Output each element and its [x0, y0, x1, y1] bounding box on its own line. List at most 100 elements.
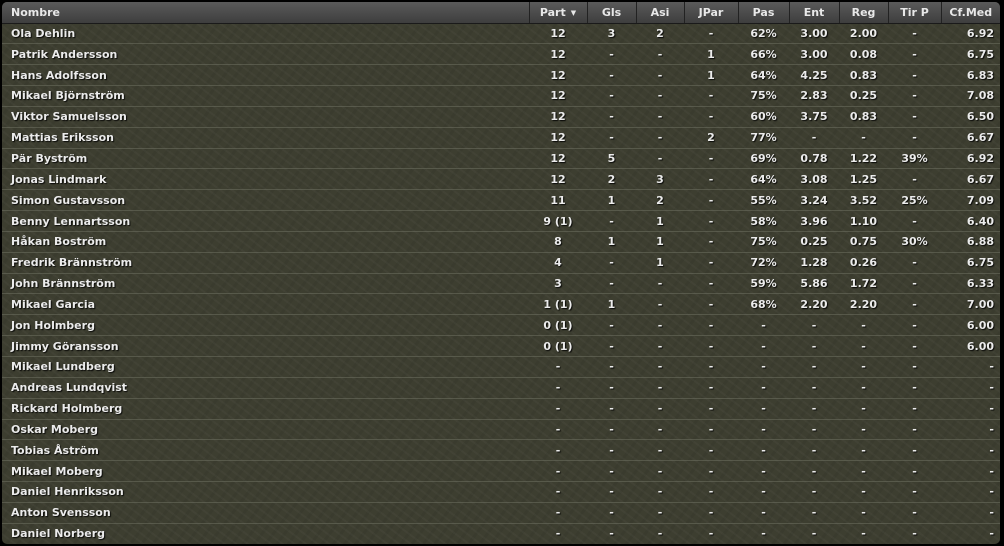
- player-name[interactable]: Daniel Henriksson: [2, 481, 529, 503]
- cell-jpar: -: [684, 85, 738, 107]
- cell-cf: -: [989, 527, 994, 541]
- cell-cf: -: [941, 460, 1000, 483]
- cell-jpar: -: [684, 273, 738, 295]
- table-row[interactable]: Daniel Norberg - - - - - - - - -: [2, 523, 1000, 544]
- table-row[interactable]: Jonas Lindmark 12 2 3-64% 3.08 1.25-6.67: [2, 168, 1000, 191]
- cell-gls: -: [587, 43, 636, 66]
- table-row[interactable]: Hans Adolfsson 12- -1 64% 4.25 0.83-6.83: [2, 64, 1000, 87]
- table-row[interactable]: Håkan Boström 8 1 1-75% 0.25 0.75 30% 6.88: [2, 231, 1000, 253]
- table-row[interactable]: Mikael Björnström 12- - -75% 2.83 0.25-7.08: [2, 85, 1000, 107]
- table-row[interactable]: Jon Holmberg 0 (1) - - - - - - -6.00: [2, 314, 1000, 337]
- column-header-pas[interactable]: Pas: [737, 2, 789, 24]
- player-name[interactable]: Rickard Holmberg: [2, 398, 529, 420]
- cell-asi: -: [636, 314, 684, 337]
- cell-part: -: [529, 439, 587, 462]
- table-row[interactable]: Rickard Holmberg - - - - - - - - -: [2, 398, 1000, 420]
- player-name[interactable]: Oskar Moberg: [2, 419, 529, 441]
- column-header-part[interactable]: Part ▼: [528, 2, 587, 24]
- player-name[interactable]: Jon Holmberg: [2, 314, 529, 337]
- cell-asi: 1: [636, 231, 684, 253]
- table-row[interactable]: Mikael Moberg - - - - - - - - -: [2, 460, 1000, 483]
- cell-pas: 77%: [738, 127, 789, 149]
- cell-cf: -: [941, 419, 1000, 441]
- player-name[interactable]: Patrik Andersson: [2, 43, 529, 66]
- column-header-cf[interactable]: Cf.Med: [940, 2, 1000, 24]
- column-header-jpar[interactable]: JPar: [683, 2, 738, 24]
- table-row[interactable]: Oskar Moberg - - - - - - - - -: [2, 419, 1000, 441]
- cell-part: 12: [529, 43, 587, 66]
- table-row[interactable]: Patrik Andersson 12- -1 66% 3.00 0.08-6.75: [2, 43, 1000, 66]
- player-name[interactable]: Mikael Lundberg: [2, 356, 529, 378]
- player-name[interactable]: Simon Gustavsson: [2, 189, 529, 212]
- table-row[interactable]: John Brännström 3- - -59% 5.86 1.72-6.33: [2, 273, 1000, 295]
- cell-tir: -: [888, 398, 941, 420]
- player-name[interactable]: Viktor Samuelsson: [2, 106, 529, 128]
- table-row[interactable]: Benny Lennartsson 9 (1) -1-58% 3.96 1.10-6.4…: [2, 210, 1000, 232]
- cell-cf: 6.75: [941, 43, 1000, 66]
- table-row[interactable]: Viktor Samuelsson 12- - -60% 3.75 0.83-6.50: [2, 106, 1000, 128]
- column-header-ent[interactable]: Ent: [788, 2, 839, 24]
- table-row[interactable]: Tobias Åström - - - - - - - - -: [2, 439, 1000, 462]
- player-name[interactable]: Mattias Eriksson: [2, 127, 529, 149]
- player-name[interactable]: Daniel Norberg: [11, 527, 106, 541]
- table-row[interactable]: Andreas Lundqvist - - - - - - - - -: [2, 377, 1000, 399]
- cell-asi: -: [636, 293, 684, 316]
- column-header-tir[interactable]: Tir P: [887, 2, 941, 24]
- column-header-label: Reg: [851, 5, 876, 19]
- column-header-name[interactable]: Nombre: [2, 2, 529, 24]
- table-row[interactable]: Mattias Eriksson 12- -2 77% - - -6.67: [2, 127, 1000, 149]
- cell-reg: 3.52: [839, 189, 888, 212]
- cell-ent: 3.24: [789, 189, 839, 212]
- cell-ent: -: [789, 377, 839, 399]
- player-name[interactable]: Håkan Boström: [2, 231, 529, 253]
- table-row[interactable]: Pär Byström 12 5- -69% 0.78 1.22 39% 6.92: [2, 148, 1000, 170]
- column-header-asi[interactable]: Asi: [635, 2, 684, 24]
- cell-cf: 6.67: [941, 168, 1000, 191]
- cell-tir: -: [888, 127, 941, 149]
- cell-pas: -: [738, 439, 789, 462]
- player-name[interactable]: Anton Svensson: [2, 502, 529, 524]
- column-header-reg[interactable]: Reg: [838, 2, 888, 24]
- player-name[interactable]: Benny Lennartsson: [2, 210, 529, 232]
- player-name[interactable]: Mikael Björnström: [2, 85, 529, 107]
- table-body: Ola Dehlin 12 3 2-62% 3.00 2.00-6.92 Patrik An…: [2, 23, 1000, 544]
- cell-asi: -: [636, 64, 684, 87]
- table-row[interactable]: Ola Dehlin 12 3 2-62% 3.00 2.00-6.92: [2, 23, 1000, 45]
- cell-asi: -: [636, 502, 684, 524]
- player-name[interactable]: Pär Byström: [2, 148, 529, 170]
- player-name[interactable]: John Brännström: [2, 273, 529, 295]
- cell-reg: -: [839, 502, 888, 524]
- player-name[interactable]: Jimmy Göransson: [2, 335, 529, 357]
- table-row[interactable]: Jimmy Göransson 0 (1) - - - - - - -6.00: [2, 335, 1000, 357]
- column-header-gls[interactable]: Gls: [586, 2, 636, 24]
- cell-jpar: -: [684, 314, 738, 337]
- table-row[interactable]: Fredrik Brännström 4-1-72% 1.28 0.26-6.75: [2, 252, 1000, 274]
- cell-cf: 6.33: [941, 273, 1000, 295]
- cell-asi: 1: [636, 210, 684, 232]
- cell-tir: -: [912, 527, 917, 541]
- column-header-label: Ent: [803, 5, 825, 19]
- cell-gls: -: [587, 64, 636, 87]
- player-name[interactable]: Ola Dehlin: [2, 23, 529, 45]
- table-row[interactable]: Mikael Lundberg - - - - - - - - -: [2, 356, 1000, 378]
- player-name[interactable]: Fredrik Brännström: [2, 252, 529, 274]
- player-name[interactable]: Mikael Garcia: [2, 293, 529, 316]
- cell-tir: -: [888, 23, 941, 45]
- table-row[interactable]: Anton Svensson - - - - - - - - -: [2, 502, 1000, 524]
- cell-pas: 66%: [738, 43, 789, 66]
- cell-tir: -: [888, 168, 941, 191]
- cell-jpar: -: [684, 419, 738, 441]
- player-name[interactable]: Jonas Lindmark: [2, 168, 529, 191]
- cell-ent: -: [789, 335, 839, 357]
- cell-asi: -: [636, 377, 684, 399]
- table-row[interactable]: Mikael Garcia 1 (1) 1- -68% 2.20 2.20-7.00: [2, 293, 1000, 316]
- player-name[interactable]: Mikael Moberg: [2, 460, 529, 483]
- player-name[interactable]: Tobias Åström: [2, 439, 529, 462]
- player-name[interactable]: Hans Adolfsson: [2, 64, 529, 87]
- cell-reg: -: [839, 481, 888, 503]
- cell-cf: 7.08: [941, 85, 1000, 107]
- cell-gls: -: [587, 335, 636, 357]
- table-row[interactable]: Daniel Henriksson - - - - - - - - -: [2, 481, 1000, 503]
- table-row[interactable]: Simon Gustavsson 11 1 2-55% 3.24 3.52 25% 7.09: [2, 189, 1000, 212]
- player-name[interactable]: Andreas Lundqvist: [2, 377, 529, 399]
